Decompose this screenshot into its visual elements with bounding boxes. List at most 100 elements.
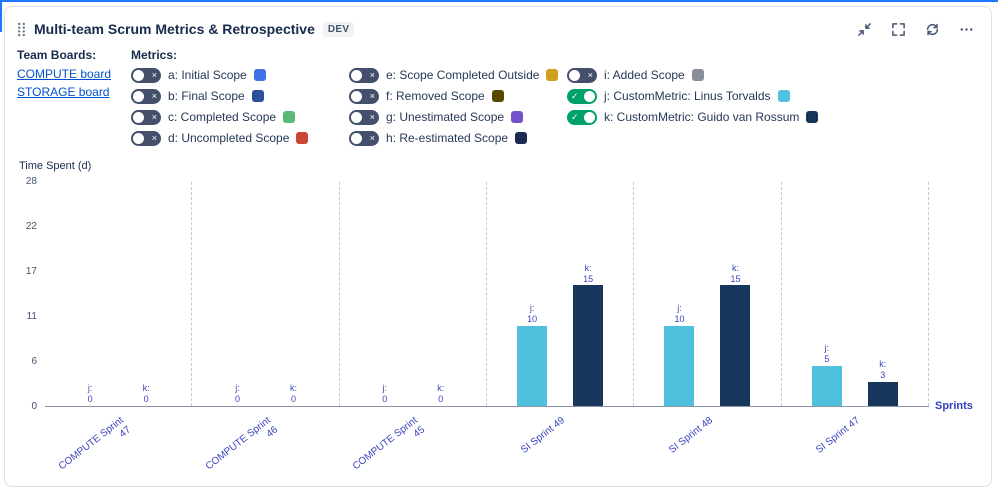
cross-icon: × bbox=[587, 69, 593, 80]
cross-icon: × bbox=[369, 90, 375, 101]
bar-wrap: k: 15 bbox=[573, 262, 604, 406]
metric-item: × f: Removed Scope bbox=[349, 88, 567, 104]
metric-label: a: Initial Scope bbox=[168, 68, 247, 82]
bar-wrap: j: 10 bbox=[517, 303, 548, 406]
widget-card: Multi-team Scrum Metrics & Retrospective… bbox=[4, 6, 992, 487]
toggle-knob bbox=[351, 111, 362, 123]
fullscreen-icon bbox=[891, 22, 905, 36]
cross-icon: × bbox=[369, 132, 375, 143]
metric-item: × c: Completed Scope bbox=[131, 109, 349, 125]
bar-wrap: j: 0 bbox=[370, 383, 400, 406]
check-icon: ✓ bbox=[571, 90, 579, 101]
toggle-knob bbox=[569, 69, 580, 81]
bar[interactable] bbox=[573, 285, 604, 406]
bar-wrap: k: 0 bbox=[426, 383, 456, 406]
bar-value-label: k: 3 bbox=[879, 359, 887, 381]
plot-area: j: 0 k: 0 j: 0 k: 0 j: 0 k: 0 j: 10 k: 15 j: 10 k… bbox=[45, 182, 929, 407]
metrics-column: × a: Initial Scope × b: Final Scope × c: Comp… bbox=[131, 67, 349, 146]
x-label-cell: SI Sprint 47 bbox=[782, 407, 929, 465]
y-axis-title: Time Spent (d) bbox=[19, 160, 92, 172]
metric-label: c: Completed Scope bbox=[168, 110, 277, 124]
metric-toggle[interactable]: ✓ bbox=[567, 88, 597, 104]
y-tick-label: 0 bbox=[31, 401, 37, 412]
bar-value-label: k: 0 bbox=[142, 383, 150, 405]
metrics-columns: × a: Initial Scope × b: Final Scope × c: Comp… bbox=[131, 67, 975, 146]
bar[interactable] bbox=[664, 325, 695, 406]
toggle-knob bbox=[584, 90, 595, 102]
team-boards: Team Boards: COMPUTE board STORAGE board bbox=[17, 48, 131, 146]
bar-group: j: 0 k: 0 bbox=[192, 182, 340, 406]
header-actions bbox=[855, 20, 975, 38]
metric-color-swatch bbox=[283, 111, 296, 123]
bar-wrap: k: 15 bbox=[720, 263, 751, 406]
metric-toggle[interactable]: × bbox=[349, 67, 379, 83]
metric-color-swatch bbox=[511, 111, 524, 123]
category-label: COMPUTE Sprint 46 bbox=[203, 415, 281, 473]
metric-item: ✓ k: CustomMetric: Guido van Rossum bbox=[567, 109, 819, 125]
toggle-knob bbox=[351, 132, 362, 144]
bar-group: j: 10 k: 15 bbox=[487, 182, 635, 406]
metrics-column: × i: Added Scope ✓ j: CustomMetric: Linus T… bbox=[567, 67, 819, 146]
metric-toggle[interactable]: × bbox=[349, 130, 379, 146]
metric-toggle[interactable]: × bbox=[349, 88, 379, 104]
metric-item: × b: Final Scope bbox=[131, 88, 349, 104]
bar-value-label: k: 0 bbox=[437, 383, 445, 405]
metric-toggle[interactable]: × bbox=[131, 88, 161, 104]
check-icon: ✓ bbox=[571, 111, 579, 122]
metric-label: j: CustomMetric: Linus Torvalds bbox=[604, 89, 771, 103]
toggle-knob bbox=[351, 69, 362, 81]
more-button[interactable] bbox=[957, 20, 975, 38]
metric-label: k: CustomMetric: Guido van Rossum bbox=[604, 110, 800, 124]
x-axis-title-wrap: Sprints bbox=[929, 182, 981, 412]
toggle-knob bbox=[133, 90, 144, 102]
metric-label: d: Uncompleted Scope bbox=[168, 131, 290, 145]
cross-icon: × bbox=[151, 90, 157, 101]
metric-color-swatch bbox=[777, 90, 790, 102]
metric-item: ✓ j: CustomMetric: Linus Torvalds bbox=[567, 88, 818, 104]
metric-label: g: Unestimated Scope bbox=[386, 110, 505, 124]
category-label: SI Sprint 48 bbox=[666, 415, 715, 456]
metric-label: f: Removed Scope bbox=[386, 89, 485, 103]
bar-group: j: 0 k: 0 bbox=[45, 182, 193, 406]
fullscreen-button[interactable] bbox=[889, 20, 907, 38]
x-axis-title: Sprints bbox=[935, 400, 973, 412]
metric-toggle[interactable]: × bbox=[567, 67, 597, 83]
metrics-label: Metrics: bbox=[131, 48, 178, 62]
collapse-button[interactable] bbox=[855, 20, 873, 38]
cross-icon: × bbox=[369, 111, 375, 122]
y-tick-label: 22 bbox=[25, 221, 37, 232]
widget-header: Multi-team Scrum Metrics & Retrospective… bbox=[5, 7, 991, 44]
metric-toggle[interactable]: ✓ bbox=[567, 109, 597, 125]
bar-group: j: 0 k: 0 bbox=[340, 182, 487, 406]
x-label-cell: SI Sprint 49 bbox=[487, 407, 634, 465]
storage-board-link[interactable]: STORAGE board bbox=[17, 85, 110, 99]
bar[interactable] bbox=[720, 285, 751, 406]
metric-color-swatch bbox=[296, 132, 309, 144]
metrics-panel: Metrics: × a: Initial Scope × b: Final Scop… bbox=[131, 48, 975, 146]
metric-toggle[interactable]: × bbox=[131, 67, 161, 83]
bar-wrap: k: 0 bbox=[278, 383, 308, 406]
metric-color-swatch bbox=[253, 69, 266, 81]
category-label: COMPUTE Sprint 47 bbox=[56, 415, 133, 473]
team-boards-label: Team Boards: bbox=[17, 48, 97, 62]
metric-toggle[interactable]: × bbox=[131, 130, 161, 146]
metric-color-swatch bbox=[806, 111, 819, 123]
metric-toggle[interactable]: × bbox=[349, 109, 379, 125]
bar-value-label: k: 15 bbox=[583, 262, 594, 284]
controls-row: Team Boards: COMPUTE board STORAGE board… bbox=[5, 44, 991, 146]
refresh-button[interactable] bbox=[923, 20, 941, 38]
bar[interactable] bbox=[867, 381, 898, 406]
metric-item: × i: Added Scope bbox=[567, 67, 818, 83]
compute-board-link[interactable]: COMPUTE board bbox=[17, 67, 112, 81]
bar-value-label: j: 10 bbox=[674, 303, 685, 324]
bar[interactable] bbox=[811, 365, 842, 406]
drag-handle-icon[interactable] bbox=[17, 22, 26, 37]
metric-item: × a: Initial Scope bbox=[131, 67, 349, 83]
bar-group: j: 5 k: 3 bbox=[782, 182, 929, 406]
metric-color-swatch bbox=[515, 132, 528, 144]
bar[interactable] bbox=[517, 325, 548, 406]
metrics-column: × e: Scope Completed Outside × f: Removed S… bbox=[349, 67, 567, 146]
metric-toggle[interactable]: × bbox=[131, 109, 161, 125]
y-tick-label: 11 bbox=[26, 311, 37, 322]
dev-badge: DEV bbox=[322, 21, 355, 37]
